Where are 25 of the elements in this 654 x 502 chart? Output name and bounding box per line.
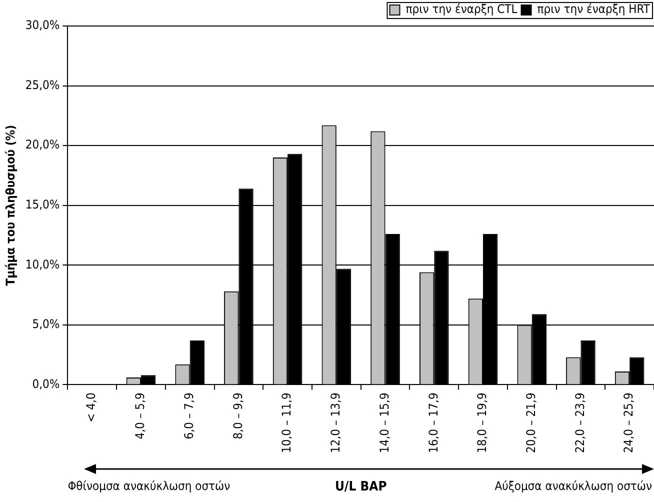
y-tick-label: 20,0% bbox=[25, 138, 60, 152]
x-tick-label: 18,0 – 19,9 bbox=[475, 392, 490, 453]
x-tick-label: 14,0 – 15,9 bbox=[377, 392, 392, 453]
y-tick-label: 15,0% bbox=[25, 197, 60, 212]
x-tick-label: 8,0 – 9,9 bbox=[230, 392, 245, 440]
y-tick-label: 0,0% bbox=[32, 376, 60, 391]
y-tick-label: 25,0% bbox=[25, 78, 60, 92]
y-axis-title: Τμήμα του πληθυσμού (%) bbox=[3, 124, 18, 286]
x-tick-label: 16,0 – 17,9 bbox=[426, 392, 440, 453]
x-tick-label: 12,0 – 13,9 bbox=[328, 392, 343, 453]
x-tick-label: 6,0 – 7,9 bbox=[182, 392, 196, 440]
x-tick-label: 20,0 – 21,9 bbox=[524, 392, 538, 453]
legend-label: πριν την έναρξη CTL bbox=[406, 2, 518, 16]
x-tick-label: 4,0 – 5,9 bbox=[133, 392, 148, 440]
x-tick-label: < 4,0 bbox=[84, 392, 98, 422]
x-tick-label: 10,0 – 11,9 bbox=[280, 392, 294, 453]
y-tick-label: 5,0% bbox=[32, 317, 60, 332]
y-tick-label: 10,0% bbox=[25, 257, 60, 272]
legend-label: πριν την έναρξη HRT bbox=[537, 2, 650, 16]
x-axis-title: U/L BAP bbox=[334, 479, 388, 494]
text: Φθίνομσα ανακύκλωση οστών bbox=[68, 479, 230, 494]
x-tick-label: 22,0 – 23,9 bbox=[572, 392, 587, 453]
x-tick-label: 24,0 – 25,9 bbox=[622, 392, 636, 453]
y-tick-label: 30,0% bbox=[25, 18, 60, 32]
text: Αύξομσα ανακύκλωση οστών bbox=[494, 479, 652, 494]
